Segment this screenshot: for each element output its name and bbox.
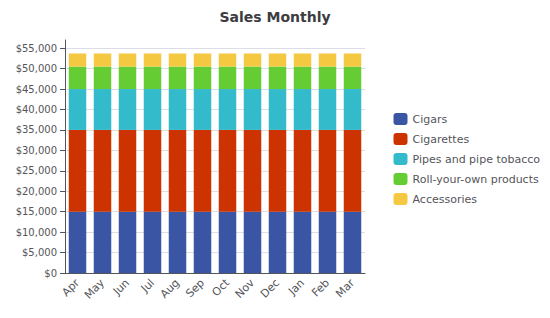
svg-text:$20,000: $20,000 <box>16 186 57 197</box>
svg-text:$10,000: $10,000 <box>16 227 57 238</box>
svg-text:Aug: Aug <box>158 276 182 300</box>
svg-text:Apr: Apr <box>59 276 82 299</box>
svg-text:Pipes and pipe tobacco: Pipes and pipe tobacco <box>413 153 541 166</box>
svg-text:Sep: Sep <box>183 276 207 300</box>
svg-text:Roll-your-own products: Roll-your-own products <box>413 173 539 186</box>
svg-text:Nov: Nov <box>233 276 258 301</box>
svg-text:$0: $0 <box>44 268 57 279</box>
svg-text:Jul: Jul <box>138 276 157 295</box>
svg-text:Dec: Dec <box>258 276 282 300</box>
svg-text:Accessories: Accessories <box>413 193 478 206</box>
svg-text:$50,000: $50,000 <box>16 63 57 74</box>
svg-text:Jan: Jan <box>285 276 307 298</box>
svg-text:Feb: Feb <box>309 276 332 299</box>
svg-text:Jun: Jun <box>110 276 132 298</box>
svg-text:$40,000: $40,000 <box>16 104 57 115</box>
svg-text:$5,000: $5,000 <box>22 247 57 258</box>
svg-text:$35,000: $35,000 <box>16 124 57 135</box>
svg-text:Cigarettes: Cigarettes <box>413 133 470 146</box>
svg-text:Cigars: Cigars <box>413 113 448 126</box>
svg-text:Sales Monthly: Sales Monthly <box>219 9 330 25</box>
svg-text:$15,000: $15,000 <box>16 206 57 217</box>
svg-text:$25,000: $25,000 <box>16 165 57 176</box>
svg-text:Oct: Oct <box>209 276 232 299</box>
svg-text:$45,000: $45,000 <box>16 84 57 95</box>
svg-text:Mar: Mar <box>333 276 357 300</box>
svg-text:May: May <box>82 276 108 302</box>
svg-text:$55,000: $55,000 <box>16 43 57 54</box>
svg-text:$30,000: $30,000 <box>16 145 57 156</box>
